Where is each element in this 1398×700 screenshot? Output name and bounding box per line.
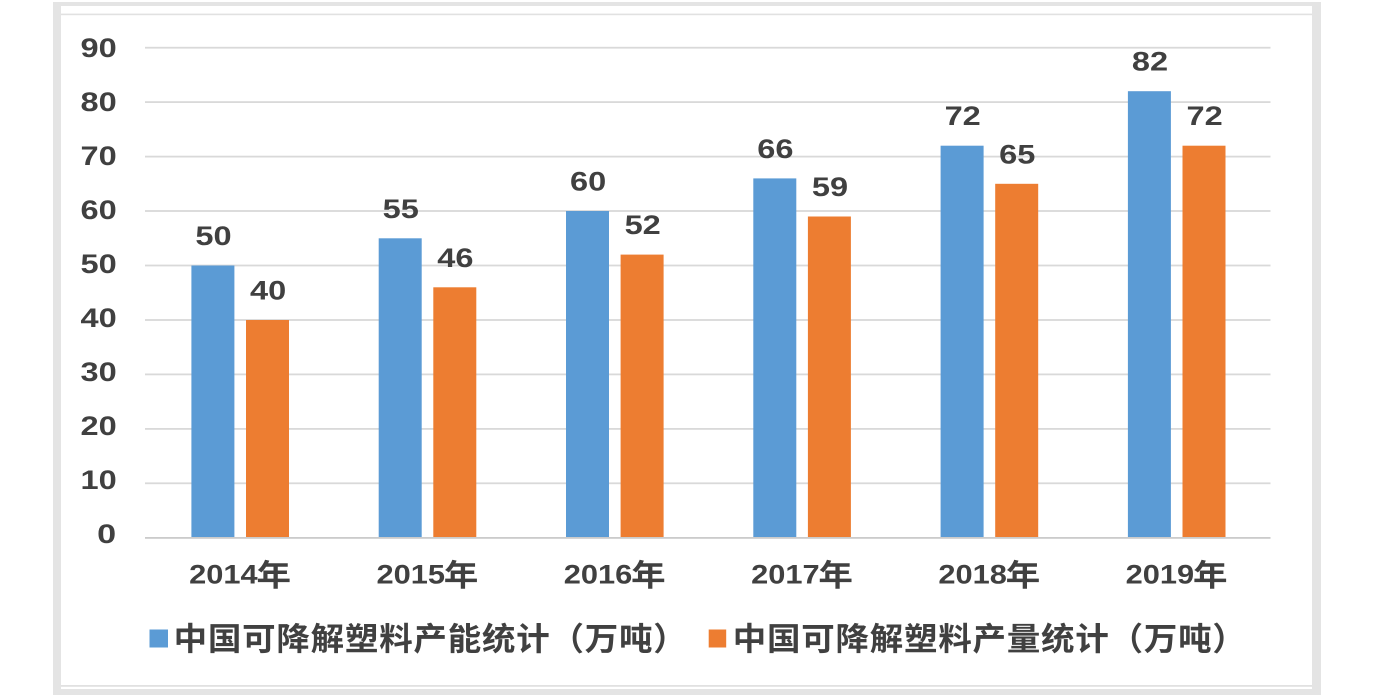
svg-text:82: 82 bbox=[1132, 47, 1168, 77]
svg-text:65: 65 bbox=[999, 139, 1035, 169]
svg-text:55: 55 bbox=[383, 194, 419, 224]
svg-text:60: 60 bbox=[570, 167, 606, 197]
svg-text:66: 66 bbox=[757, 134, 793, 164]
svg-text:40: 40 bbox=[250, 276, 286, 306]
svg-text:40: 40 bbox=[81, 303, 117, 333]
svg-text:2017: 2017 bbox=[751, 560, 820, 590]
svg-text:80: 80 bbox=[81, 87, 117, 117]
svg-text:59: 59 bbox=[812, 172, 848, 202]
svg-text:2019: 2019 bbox=[1126, 560, 1195, 590]
svg-text:50: 50 bbox=[81, 249, 117, 279]
svg-text:70: 70 bbox=[81, 141, 117, 171]
svg-text:30: 30 bbox=[81, 357, 117, 387]
svg-text:2014: 2014 bbox=[189, 560, 258, 590]
svg-text:2018: 2018 bbox=[938, 560, 1007, 590]
svg-text:10: 10 bbox=[81, 465, 117, 495]
svg-text:60: 60 bbox=[81, 195, 117, 225]
svg-text:52: 52 bbox=[625, 210, 661, 240]
svg-text:2015: 2015 bbox=[377, 560, 446, 590]
svg-text:0: 0 bbox=[97, 519, 116, 549]
svg-text:20: 20 bbox=[81, 411, 117, 441]
svg-text:50: 50 bbox=[195, 221, 231, 251]
svg-text:90: 90 bbox=[81, 33, 117, 63]
svg-text:72: 72 bbox=[945, 101, 981, 131]
svg-text:72: 72 bbox=[1187, 101, 1223, 131]
svg-text:46: 46 bbox=[437, 243, 473, 273]
svg-text:2016: 2016 bbox=[564, 560, 633, 590]
